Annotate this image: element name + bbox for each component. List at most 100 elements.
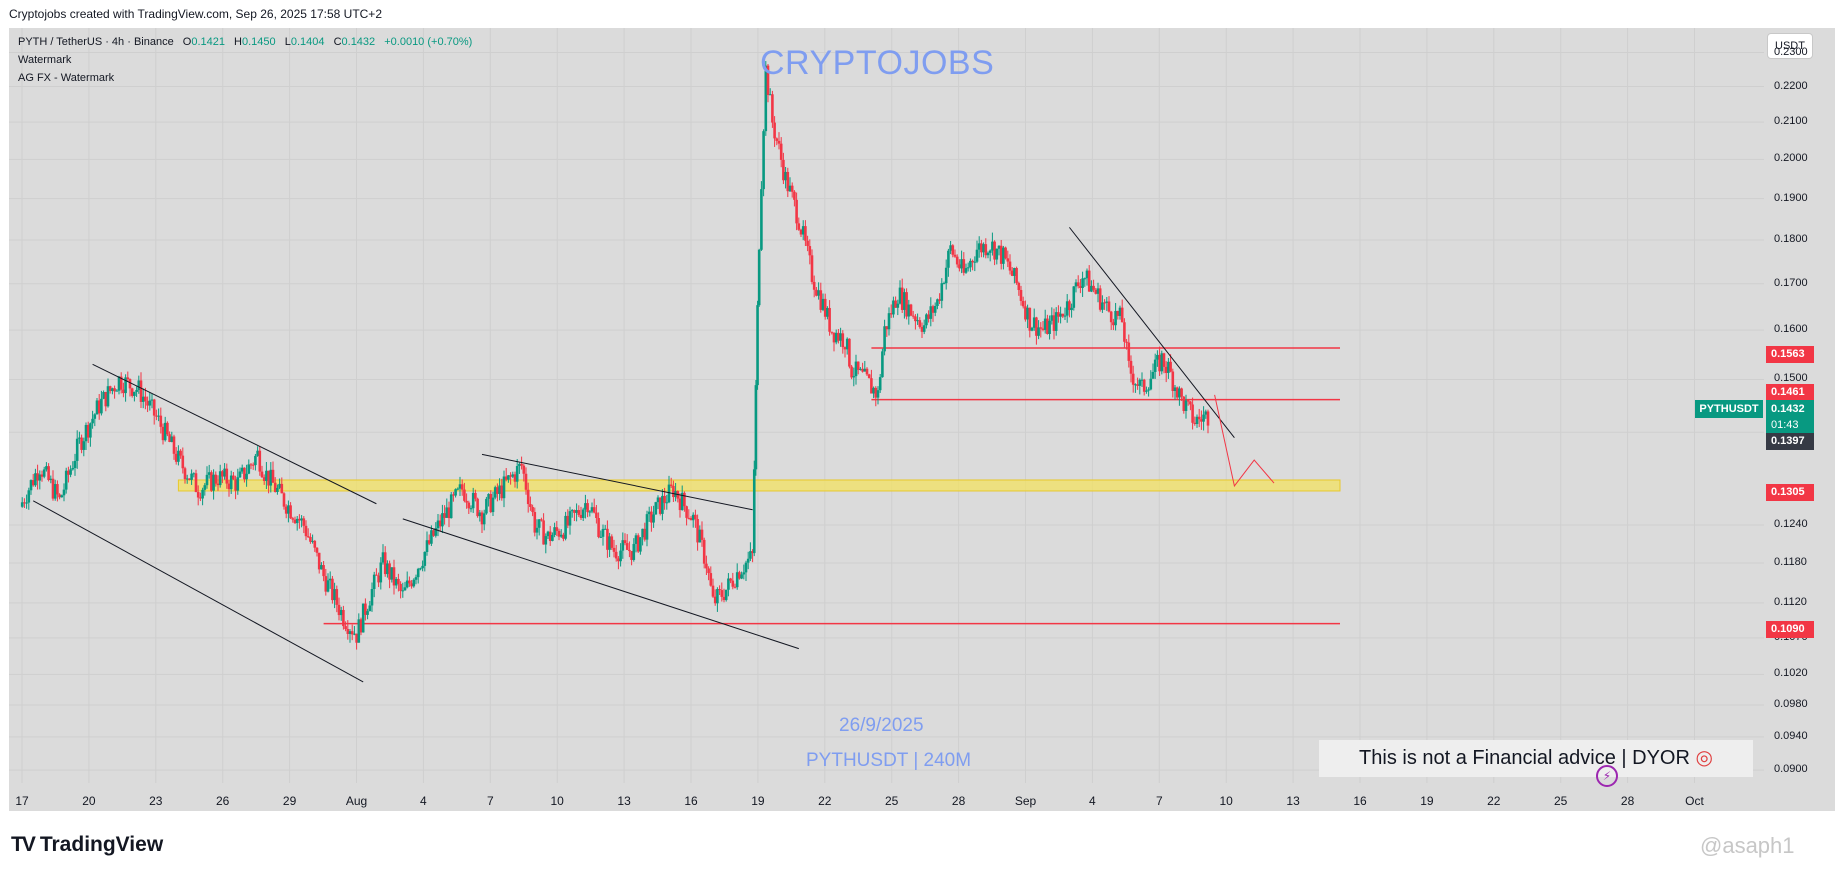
candle-body-349 <box>786 171 790 192</box>
tv-logo-icon: TV <box>11 833 36 856</box>
candle-body-379 <box>852 376 856 378</box>
candle-body-290 <box>658 497 662 514</box>
candle-body-245 <box>559 534 563 537</box>
candle-body-236 <box>540 519 543 521</box>
candle-body-109 <box>260 471 264 478</box>
candle-body-24 <box>73 460 77 468</box>
candle-body-487 <box>1090 285 1093 292</box>
candle-body-281 <box>639 537 642 552</box>
x-tick-label: 23 <box>149 794 163 808</box>
candle-body-526 <box>1175 387 1179 398</box>
candle-body-387 <box>870 378 873 394</box>
price-label-0.1090: 0.1090 <box>1766 621 1814 638</box>
candle-body-319 <box>722 596 726 601</box>
candle-body-410 <box>920 326 924 332</box>
tv-brand-text: TradingView <box>39 833 164 856</box>
candle-body-208 <box>478 512 482 517</box>
candle-body-396 <box>889 313 893 315</box>
candle-body-279 <box>634 535 638 544</box>
price-label-0.1305: 0.1305 <box>1766 484 1814 501</box>
candle-body-412 <box>925 314 928 326</box>
candle-body-118 <box>280 483 284 494</box>
chart-canvas[interactable] <box>9 28 1835 811</box>
candle-body-365 <box>821 298 825 310</box>
candle-body-498 <box>1114 310 1117 326</box>
candle-body-159 <box>370 589 374 606</box>
candle-body-254 <box>579 514 583 518</box>
candle-body-19 <box>62 489 66 496</box>
legend-indicator-agfx[interactable]: AG FX - Watermark <box>18 72 115 84</box>
candle-body-170 <box>394 578 398 586</box>
tradingview-logo[interactable]: TV TradingView <box>11 833 163 857</box>
currency-button[interactable]: USDT <box>1767 33 1813 59</box>
candle-body-469 <box>1050 315 1054 321</box>
candle-body-393 <box>883 326 886 352</box>
legend-close-key: C <box>333 36 342 48</box>
candle-body-88 <box>214 474 218 484</box>
candle-body-146 <box>342 609 345 627</box>
candle-body-196 <box>452 494 455 496</box>
candle-body-114 <box>271 469 275 483</box>
candle-body-346 <box>779 143 783 160</box>
candle-body-305 <box>691 514 695 521</box>
candle-body-110 <box>262 477 266 481</box>
candle-body-409 <box>918 320 922 327</box>
candle-body-525 <box>1173 387 1177 392</box>
candle-body-299 <box>678 498 682 511</box>
candle-body-39 <box>106 386 110 407</box>
candle-body-43 <box>115 390 119 392</box>
candle-body-294 <box>667 484 671 503</box>
candle-body-408 <box>916 320 919 322</box>
watermark-symbol: PYTHUSDT | 240M <box>806 750 972 771</box>
candle-body-447 <box>1002 247 1005 264</box>
candle-body-476 <box>1065 301 1069 316</box>
candle-body-250 <box>570 510 574 512</box>
candle-body-325 <box>735 572 739 588</box>
candle-body-91 <box>221 471 224 477</box>
candle-body-272 <box>619 550 622 562</box>
trendline-4 <box>1069 227 1235 439</box>
candle-body-49 <box>128 379 132 389</box>
candle-body-300 <box>680 492 684 511</box>
candle-body-381 <box>856 361 860 370</box>
candle-body-372 <box>837 332 840 341</box>
legend-indicator-watermark[interactable]: Watermark <box>18 54 72 66</box>
candle-body-451 <box>1010 270 1014 276</box>
candle-body-265 <box>603 528 607 530</box>
candle-body-221 <box>507 475 510 480</box>
candle-body-532 <box>1189 401 1192 405</box>
candle-body-155 <box>361 603 365 633</box>
y-tick-label: 0.1120 <box>1774 595 1807 608</box>
candle-body-418 <box>938 299 941 301</box>
watermark-date: 26/9/2025 <box>839 715 924 736</box>
legend-symbol[interactable]: PYTH / TetherUS · 4h · Binance <box>18 36 174 48</box>
chart-area[interactable] <box>9 28 1835 811</box>
candle-body-292 <box>663 495 666 503</box>
lightning-icon[interactable]: ⚡ <box>1596 765 1618 787</box>
candle-body-198 <box>456 488 460 490</box>
candle-body-57 <box>146 401 149 406</box>
candle-body-296 <box>672 485 675 498</box>
candle-body-84 <box>205 474 209 486</box>
candle-body-78 <box>192 473 196 475</box>
candle-body-52 <box>135 389 138 392</box>
y-tick-label: 0.2000 <box>1774 152 1808 165</box>
candle-body-210 <box>482 513 486 525</box>
candle-body-531 <box>1186 400 1190 402</box>
candle-body-491 <box>1098 288 1102 310</box>
trendline-2 <box>402 518 799 650</box>
candle-body-213 <box>489 493 493 513</box>
candle-body-338 <box>762 131 765 190</box>
candle-body-64 <box>161 426 165 441</box>
candle-body-536 <box>1197 416 1201 420</box>
candle-body-69 <box>172 436 176 454</box>
candle-body-337 <box>760 189 763 250</box>
candle-body-253 <box>577 510 581 515</box>
trendline-1 <box>92 363 377 505</box>
candle-body-261 <box>595 512 598 518</box>
candle-body-462 <box>1035 317 1038 336</box>
candle-body-40 <box>108 386 112 392</box>
candle-body-395 <box>887 313 891 330</box>
candle-body-417 <box>936 299 939 307</box>
candle-body-240 <box>548 531 552 541</box>
